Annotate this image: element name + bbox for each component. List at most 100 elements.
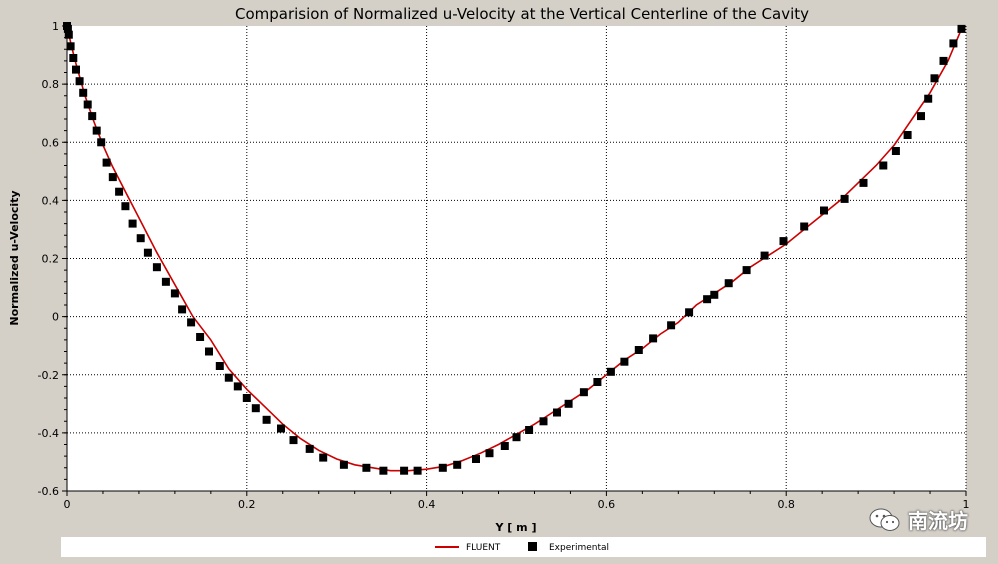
experimental-point	[75, 77, 84, 86]
experimental-point	[187, 318, 196, 327]
experimental-point	[128, 219, 137, 228]
experimental-point	[649, 334, 658, 343]
experimental-point	[242, 394, 251, 402]
experimental-point	[579, 388, 588, 397]
y-axis-label: Normalized u-Velocity	[8, 190, 21, 325]
y-tick-label: 0	[52, 311, 59, 324]
experimental-point	[72, 65, 80, 74]
experimental-point	[438, 463, 447, 472]
experimental-point	[957, 24, 966, 33]
experimental-point	[593, 378, 602, 386]
experimental-point	[63, 24, 72, 33]
experimental-point	[685, 308, 694, 317]
chart-title: Comparision of Normalized u-Velocity at …	[235, 5, 809, 23]
y-tick-label: -0.6	[38, 485, 59, 498]
experimental-point	[83, 100, 92, 109]
experimental-point	[891, 147, 900, 155]
experimental-point	[472, 455, 480, 463]
grid	[67, 26, 967, 492]
experimental-point	[339, 460, 348, 469]
experimental-point	[525, 426, 534, 434]
experimental-point	[840, 194, 849, 203]
legend-box	[61, 537, 986, 557]
y-tick-label: -0.2	[38, 369, 59, 382]
experimental-point	[800, 222, 809, 231]
experimental-point	[136, 234, 145, 243]
fluent-series	[66, 25, 963, 472]
y-tick-label: 0.8	[42, 78, 60, 91]
experimental-point	[453, 460, 462, 469]
experimental-point	[64, 30, 73, 39]
experimental-point	[779, 237, 788, 246]
experimental-point	[564, 399, 573, 408]
y-tick-label: 0.4	[42, 194, 60, 207]
experimental-point	[108, 173, 117, 182]
watermark: 南流坊	[868, 505, 968, 534]
experimental-point	[205, 347, 213, 356]
experimental-point	[379, 466, 388, 475]
experimental-point	[485, 449, 494, 458]
experimental-point	[742, 266, 751, 275]
experimental-point	[262, 415, 271, 424]
experimental-point	[319, 453, 328, 462]
experimental-point	[161, 277, 170, 286]
experimental-point	[121, 202, 130, 211]
experimental-point	[92, 126, 101, 135]
experimental-point	[413, 466, 422, 475]
x-ticks: 0 0.2 0.4 0.6 0.8 1	[64, 491, 970, 511]
experimental-point	[879, 161, 888, 170]
experimental-point	[305, 444, 314, 453]
wechat-logo-icon	[869, 508, 900, 531]
x-tick-label: 0.4	[418, 498, 436, 511]
experimental-point	[606, 367, 615, 376]
experimental-point	[939, 56, 948, 65]
x-tick-label: 0.8	[777, 498, 795, 511]
experimental-point	[289, 436, 298, 445]
legend-experimental-label: Experimental	[549, 543, 609, 553]
fluent-line	[66, 25, 963, 472]
experimental-point	[215, 362, 224, 370]
experimental-point	[539, 417, 548, 426]
plot-area	[67, 26, 966, 491]
y-ticks: -0.6 -0.4 -0.2 0 0.2 0.4 0.6 0.8 1	[38, 20, 67, 498]
experimental-point	[88, 112, 97, 121]
experimental-point	[66, 42, 75, 51]
experimental-point	[69, 54, 78, 62]
experimental-point	[500, 442, 509, 450]
experimental-point	[277, 424, 285, 433]
experimental-point	[820, 206, 828, 215]
experimental-point	[620, 357, 629, 366]
x-tick-label: 0	[64, 498, 71, 511]
experimental-series	[63, 22, 966, 475]
experimental-point	[400, 466, 409, 475]
y-tick-label: 1	[52, 20, 59, 33]
experimental-point	[362, 463, 371, 472]
experimental-point	[178, 305, 187, 314]
watermark-text: 南流坊	[908, 509, 968, 533]
experimental-point	[102, 158, 111, 167]
experimental-point	[152, 263, 161, 272]
x-tick-label: 0.2	[238, 498, 256, 511]
experimental-point	[949, 39, 958, 48]
experimental-point	[703, 295, 712, 304]
experimental-point	[196, 333, 205, 341]
experimental-point	[553, 408, 561, 417]
experimental-point	[917, 112, 925, 121]
experimental-point	[859, 178, 868, 187]
experimental-point	[512, 433, 521, 442]
experimental-point	[97, 138, 106, 147]
x-axis-label: Y [ m ]	[495, 521, 537, 534]
legend-fluent-label: FLUENT	[466, 543, 501, 553]
experimental-point	[667, 321, 676, 330]
experimental-point	[233, 382, 242, 391]
y-tick-label: 0.6	[42, 136, 60, 149]
experimental-point	[924, 94, 933, 103]
experimental-point	[224, 373, 233, 382]
x-tick-label: 1	[963, 498, 970, 511]
y-tick-label: 0.2	[42, 253, 60, 266]
x-tick-label: 0.6	[598, 498, 616, 511]
experimental-point	[710, 290, 719, 299]
legend-experimental-swatch	[528, 542, 537, 551]
experimental-point	[170, 289, 179, 298]
